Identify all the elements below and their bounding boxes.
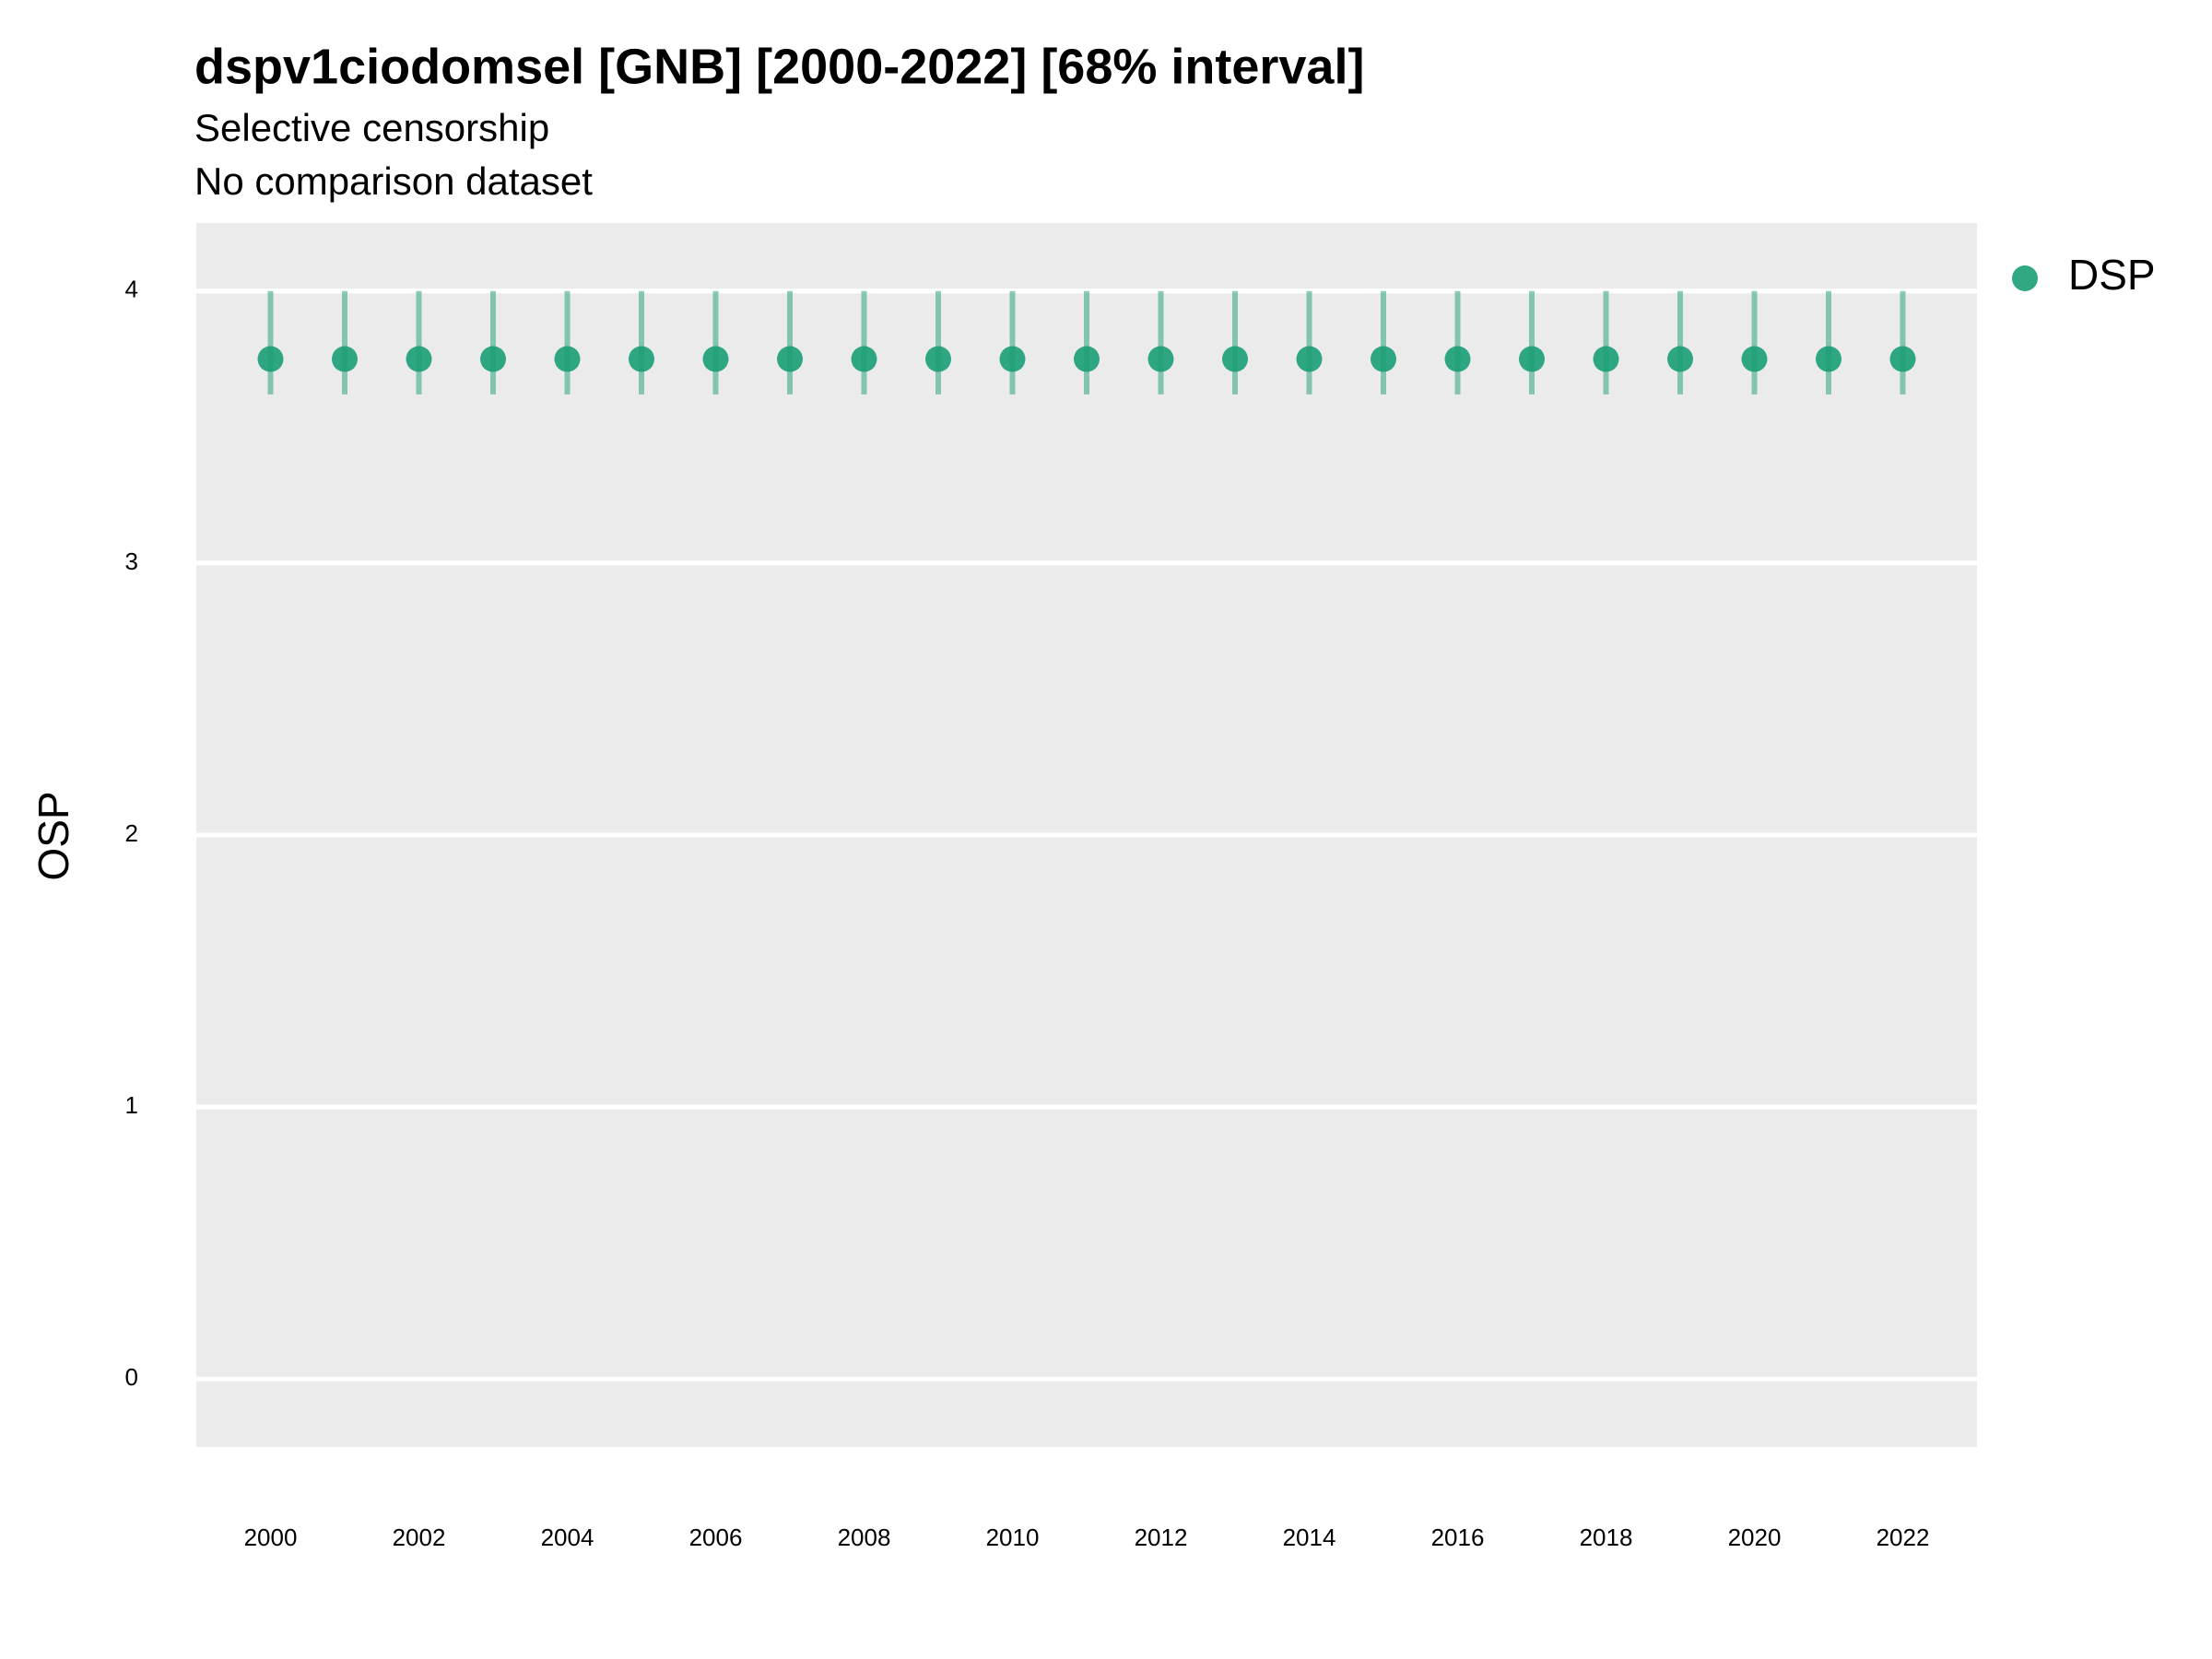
x-tick-label: 2006 bbox=[689, 1524, 743, 1551]
point bbox=[1741, 346, 1768, 372]
chart-subtitle: No comparison dataset bbox=[194, 159, 593, 203]
x-tick-label: 2020 bbox=[1728, 1524, 1782, 1551]
point bbox=[1667, 346, 1693, 372]
legend-label: DSP bbox=[2068, 251, 2156, 299]
point bbox=[1222, 346, 1248, 372]
point bbox=[1296, 346, 1323, 372]
legend-marker bbox=[2012, 265, 2038, 291]
point bbox=[1816, 346, 1841, 372]
y-tick-label: 0 bbox=[125, 1363, 138, 1391]
chart-subtitle: Selective censorship bbox=[194, 106, 549, 149]
point bbox=[999, 346, 1026, 372]
x-tick-label: 2002 bbox=[393, 1524, 446, 1551]
point bbox=[257, 346, 284, 372]
x-tick-label: 2000 bbox=[244, 1524, 298, 1551]
point bbox=[1371, 346, 1396, 372]
x-tick-label: 2016 bbox=[1431, 1524, 1485, 1551]
x-tick-label: 2022 bbox=[1877, 1524, 1930, 1551]
point bbox=[1593, 346, 1619, 372]
y-axis-title: OSP bbox=[29, 791, 77, 880]
point bbox=[1519, 346, 1545, 372]
point bbox=[925, 346, 951, 372]
point bbox=[777, 346, 803, 372]
x-tick-label: 2010 bbox=[986, 1524, 1040, 1551]
point bbox=[480, 346, 506, 372]
point bbox=[332, 346, 358, 372]
y-tick-label: 4 bbox=[125, 276, 138, 303]
chart-title: dspv1ciodomsel [GNB] [2000-2022] [68% in… bbox=[194, 39, 1364, 94]
point bbox=[406, 346, 432, 372]
point bbox=[554, 346, 581, 372]
point bbox=[1074, 346, 1100, 372]
point bbox=[629, 346, 654, 372]
point bbox=[1889, 346, 1916, 372]
y-tick-label: 2 bbox=[125, 819, 138, 847]
point bbox=[851, 346, 877, 372]
x-tick-label: 2012 bbox=[1135, 1524, 1188, 1551]
y-tick-label: 3 bbox=[125, 547, 138, 575]
point bbox=[1444, 346, 1471, 372]
y-tick-label: 1 bbox=[125, 1091, 138, 1119]
x-tick-label: 2008 bbox=[838, 1524, 891, 1551]
x-tick-label: 2018 bbox=[1580, 1524, 1633, 1551]
point bbox=[1147, 346, 1174, 372]
x-tick-label: 2004 bbox=[541, 1524, 594, 1551]
point bbox=[702, 346, 729, 372]
x-tick-label: 2014 bbox=[1283, 1524, 1336, 1551]
